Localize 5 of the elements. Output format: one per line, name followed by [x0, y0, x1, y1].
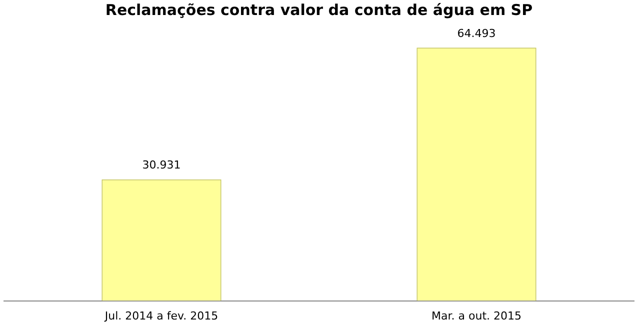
data-label: 64.493: [457, 26, 496, 40]
data-label: 30.931: [142, 158, 181, 172]
x-tick-label: Mar. a out. 2015: [432, 309, 522, 322]
x-tick-label: Jul. 2014 a fev. 2015: [104, 309, 218, 322]
chart-title: Reclamações contra valor da conta de água em SP: [105, 0, 533, 19]
